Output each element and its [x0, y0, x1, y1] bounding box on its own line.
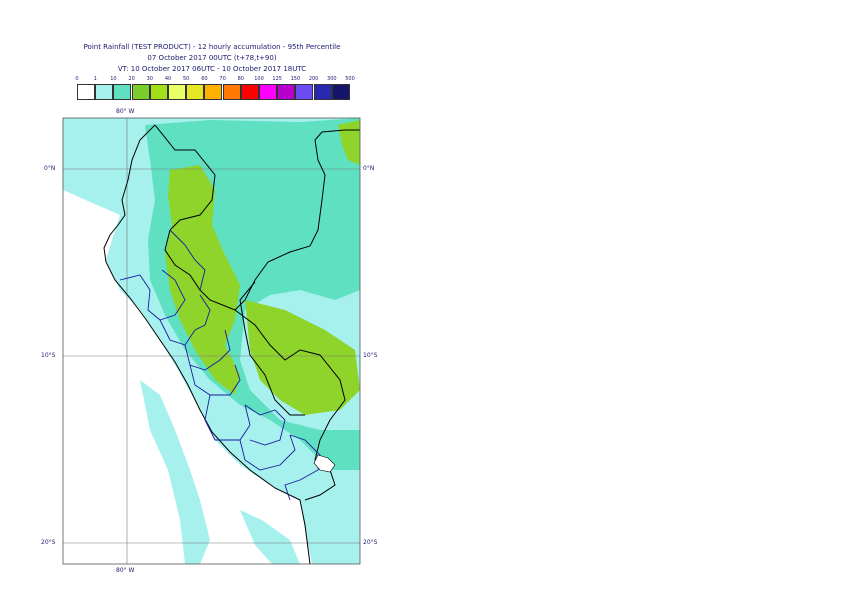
ocean-area [63, 190, 312, 564]
offshore-rain-band [140, 380, 210, 564]
legend-label: 30 [146, 76, 153, 82]
legend-label: 125 [272, 76, 282, 82]
lat-label-right-20: 20°S [363, 539, 378, 546]
lat-label-left-0: 0°N [44, 165, 56, 172]
legend-label: 60 [201, 76, 208, 82]
legend-swatch [186, 84, 205, 100]
legend-label: 50 [183, 76, 190, 82]
legend-label: 20 [128, 76, 135, 82]
legend-swatch [277, 84, 296, 100]
lat-label-right-0: 0°N [363, 165, 375, 172]
legend-label: 10 [110, 76, 117, 82]
title-line-2: 07 October 2017 00UTC (t+78,t+90) [147, 54, 277, 62]
legend-label: 200 [308, 76, 319, 82]
legend-swatch [77, 84, 95, 100]
title-line-1: Point Rainfall (TEST PRODUCT) - 12 hourl… [83, 43, 341, 51]
lake-titicaca [313, 454, 336, 473]
legend-swatch [168, 84, 186, 100]
legend-swatch [331, 84, 350, 100]
lat-label-right-10: 10°S [363, 352, 378, 359]
lon-label-top: 80° W [116, 108, 135, 115]
legend-swatch [95, 84, 114, 100]
legend-label: 1 [93, 76, 97, 82]
heavy-rain-area [245, 300, 360, 415]
legend-swatch [222, 84, 241, 100]
country-borders [103, 124, 360, 565]
legend-swatch [313, 84, 332, 100]
legend-label: 80 [237, 76, 244, 82]
legend-swatch [259, 84, 277, 100]
heavy-rain-area [338, 120, 360, 165]
legend-swatch [240, 84, 259, 100]
offshore-rain-band [240, 510, 300, 564]
legend-label: 500 [345, 76, 355, 82]
region-borders [119, 229, 321, 501]
legend-swatch [149, 84, 168, 100]
legend-label: 150 [290, 76, 301, 82]
map-grid [63, 118, 360, 564]
lon-label-bottom: 80° W [116, 567, 135, 574]
lat-label-left-20: 20°S [41, 539, 56, 546]
legend-swatch [113, 84, 132, 100]
legend-label: 70 [219, 76, 226, 82]
legend-swatch [131, 84, 150, 100]
lat-label-left-10: 10°S [41, 352, 56, 359]
legend-label: 40 [164, 76, 172, 82]
legend-swatch [204, 84, 223, 100]
legend-label: 0 [75, 76, 79, 82]
legend-label: 100 [254, 76, 264, 82]
title-line-3: VT: 10 October 2017 06UTC - 10 October 2… [117, 65, 307, 73]
legend-swatch [295, 84, 314, 100]
map-frame [62, 117, 361, 565]
legend-label: 300 [327, 76, 337, 82]
